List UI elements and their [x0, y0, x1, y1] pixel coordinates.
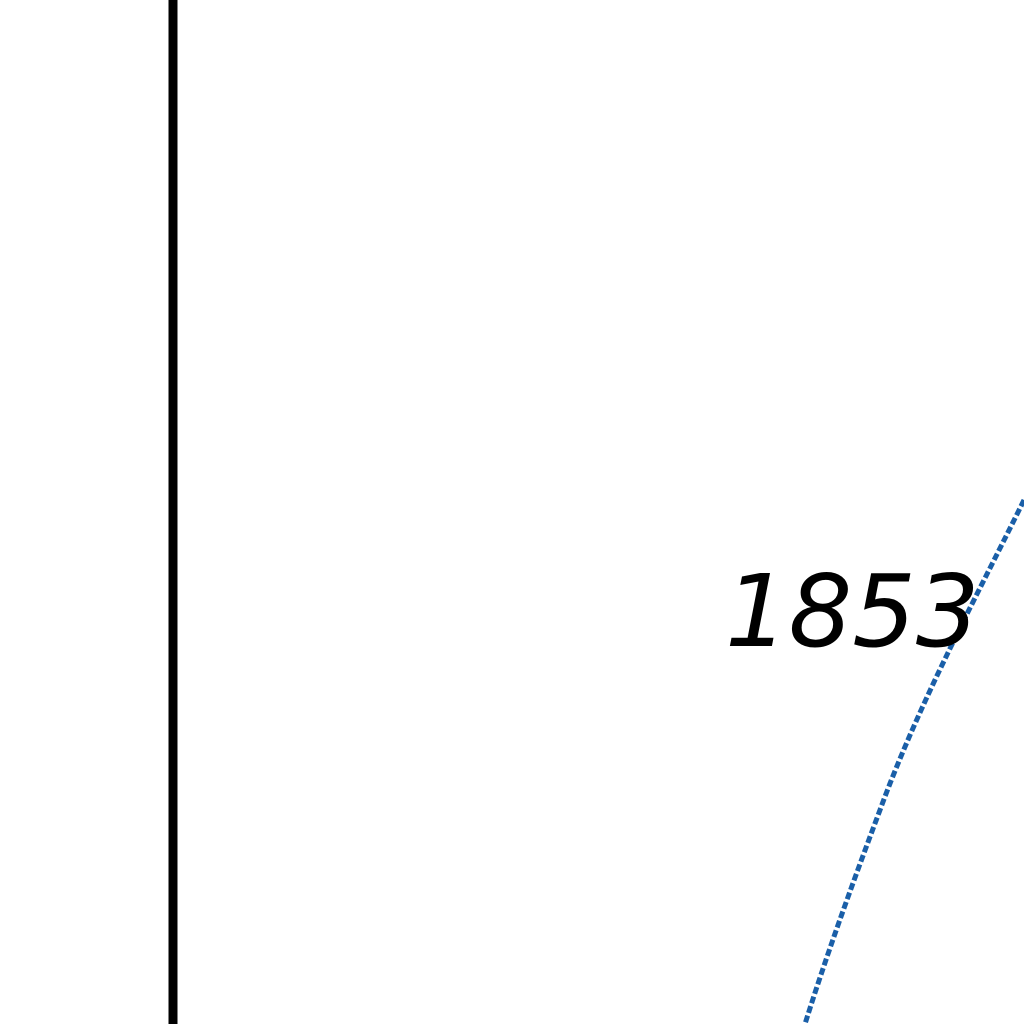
elevation-label: 1853: [725, 553, 980, 670]
contour-line: [802, 498, 1024, 1024]
